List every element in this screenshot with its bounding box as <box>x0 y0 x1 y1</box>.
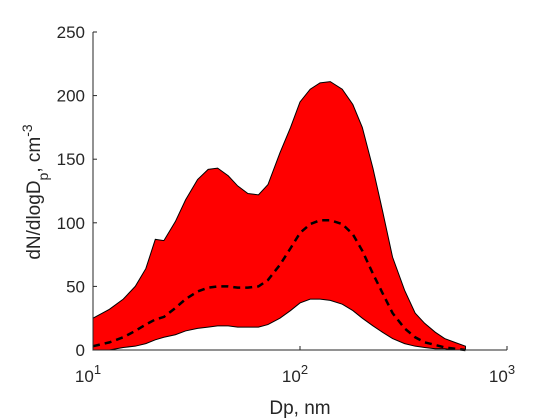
y-axis-title-superscript: -3 <box>19 124 35 137</box>
y-tick-label: 100 <box>57 214 85 233</box>
median-line <box>92 219 466 352</box>
range-band <box>92 81 466 351</box>
x-axis-title: Dp, nm <box>269 398 330 419</box>
x-tick-label: 101 <box>75 362 101 386</box>
x-tick-label: 103 <box>489 362 515 386</box>
axes <box>92 31 508 351</box>
x-tick-label: 102 <box>282 362 308 386</box>
y-axis-title-unit: , cm <box>24 137 45 173</box>
tick-labels: 0 50 100 150 200 250 101 102 103 <box>57 23 515 386</box>
plot-area <box>92 81 466 352</box>
y-tick-label: 200 <box>57 87 85 106</box>
y-tick-label: 250 <box>57 23 85 42</box>
y-axis-title-subscript: p <box>35 172 51 180</box>
y-axis-title-main: dN/dlogD <box>24 180 45 259</box>
y-tick-label: 150 <box>57 150 85 169</box>
y-axis-title: dN/dlogDp, cm-3 <box>19 124 51 260</box>
y-tick-label: 0 <box>76 341 85 360</box>
y-tick-label: 50 <box>66 277 85 296</box>
